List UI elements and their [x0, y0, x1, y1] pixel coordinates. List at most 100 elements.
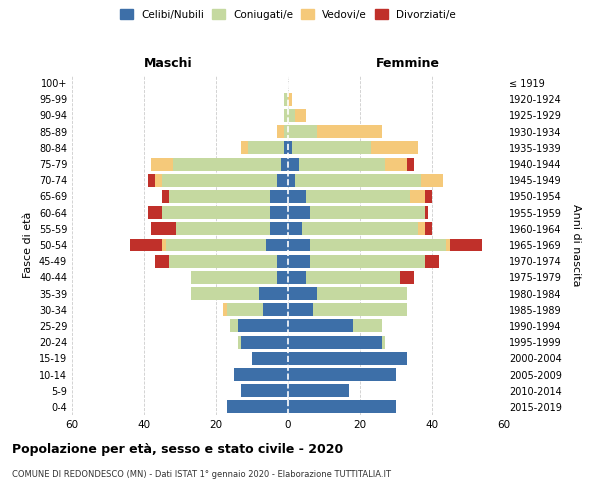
Bar	[425, 190, 432, 203]
Bar	[421, 174, 443, 186]
Bar	[299, 158, 385, 170]
Bar	[288, 125, 317, 138]
Bar	[166, 238, 266, 252]
Bar	[310, 206, 425, 219]
Bar	[288, 352, 407, 365]
Bar	[169, 254, 277, 268]
Bar	[306, 190, 410, 203]
Bar	[295, 174, 421, 186]
Bar	[385, 158, 407, 170]
Y-axis label: Anni di nascita: Anni di nascita	[571, 204, 581, 286]
Bar	[169, 190, 270, 203]
Bar	[284, 109, 288, 122]
Text: Femmine: Femmine	[376, 57, 440, 70]
Text: Maschi: Maschi	[143, 57, 193, 70]
Bar	[130, 238, 162, 252]
Bar	[288, 206, 310, 219]
Bar	[425, 254, 439, 268]
Bar	[277, 174, 288, 186]
Bar	[295, 109, 306, 122]
Text: COMUNE DI REDONDESCO (MN) - Dati ISTAT 1° gennaio 2020 - Elaborazione TUTTITALIA: COMUNE DI REDONDESCO (MN) - Dati ISTAT 1…	[12, 470, 391, 479]
Bar	[302, 222, 418, 235]
Bar	[266, 238, 288, 252]
Bar	[418, 222, 425, 235]
Bar	[162, 174, 277, 186]
Y-axis label: Fasce di età: Fasce di età	[23, 212, 33, 278]
Bar	[288, 109, 295, 122]
Bar	[270, 190, 288, 203]
Bar	[410, 190, 425, 203]
Bar	[284, 125, 288, 138]
Bar	[288, 222, 302, 235]
Bar	[155, 254, 169, 268]
Bar	[288, 142, 292, 154]
Bar	[353, 320, 382, 332]
Bar	[317, 287, 407, 300]
Bar	[238, 336, 241, 348]
Bar	[371, 142, 418, 154]
Bar	[191, 271, 277, 284]
Bar	[317, 125, 382, 138]
Bar	[425, 206, 428, 219]
Bar	[400, 271, 414, 284]
Bar	[288, 93, 292, 106]
Bar	[288, 400, 396, 413]
Bar	[148, 206, 162, 219]
Bar	[425, 222, 432, 235]
Bar	[277, 125, 284, 138]
Bar	[450, 238, 482, 252]
Bar	[248, 142, 284, 154]
Bar	[288, 254, 310, 268]
Bar	[241, 336, 288, 348]
Bar	[173, 158, 281, 170]
Bar	[234, 368, 288, 381]
Bar	[382, 336, 385, 348]
Bar	[292, 142, 371, 154]
Bar	[151, 222, 176, 235]
Bar	[263, 304, 288, 316]
Bar	[155, 174, 162, 186]
Bar	[238, 320, 288, 332]
Bar	[259, 287, 288, 300]
Bar	[288, 336, 382, 348]
Bar	[407, 158, 414, 170]
Bar	[162, 238, 166, 252]
Bar	[162, 206, 270, 219]
Bar	[270, 206, 288, 219]
Bar	[277, 271, 288, 284]
Bar	[288, 320, 353, 332]
Bar	[277, 254, 288, 268]
Bar	[288, 368, 396, 381]
Bar	[288, 271, 306, 284]
Bar	[162, 190, 169, 203]
Bar	[310, 238, 446, 252]
Bar	[288, 174, 295, 186]
Bar	[227, 400, 288, 413]
Bar	[284, 93, 288, 106]
Bar	[288, 190, 306, 203]
Bar	[288, 304, 313, 316]
Bar	[288, 384, 349, 397]
Legend: Celibi/Nubili, Coniugati/e, Vedovi/e, Divorziati/e: Celibi/Nubili, Coniugati/e, Vedovi/e, Di…	[116, 5, 460, 24]
Bar	[270, 222, 288, 235]
Bar	[313, 304, 407, 316]
Bar	[288, 287, 317, 300]
Bar	[252, 352, 288, 365]
Bar	[306, 271, 400, 284]
Bar	[191, 287, 259, 300]
Bar	[176, 222, 270, 235]
Bar	[284, 142, 288, 154]
Bar	[241, 142, 248, 154]
Bar	[148, 174, 155, 186]
Bar	[281, 158, 288, 170]
Text: Popolazione per età, sesso e stato civile - 2020: Popolazione per età, sesso e stato civil…	[12, 442, 343, 456]
Bar	[446, 238, 450, 252]
Bar	[288, 238, 310, 252]
Bar	[288, 158, 299, 170]
Bar	[310, 254, 425, 268]
Bar	[227, 304, 263, 316]
Bar	[223, 304, 227, 316]
Bar	[241, 384, 288, 397]
Bar	[230, 320, 238, 332]
Bar	[151, 158, 173, 170]
